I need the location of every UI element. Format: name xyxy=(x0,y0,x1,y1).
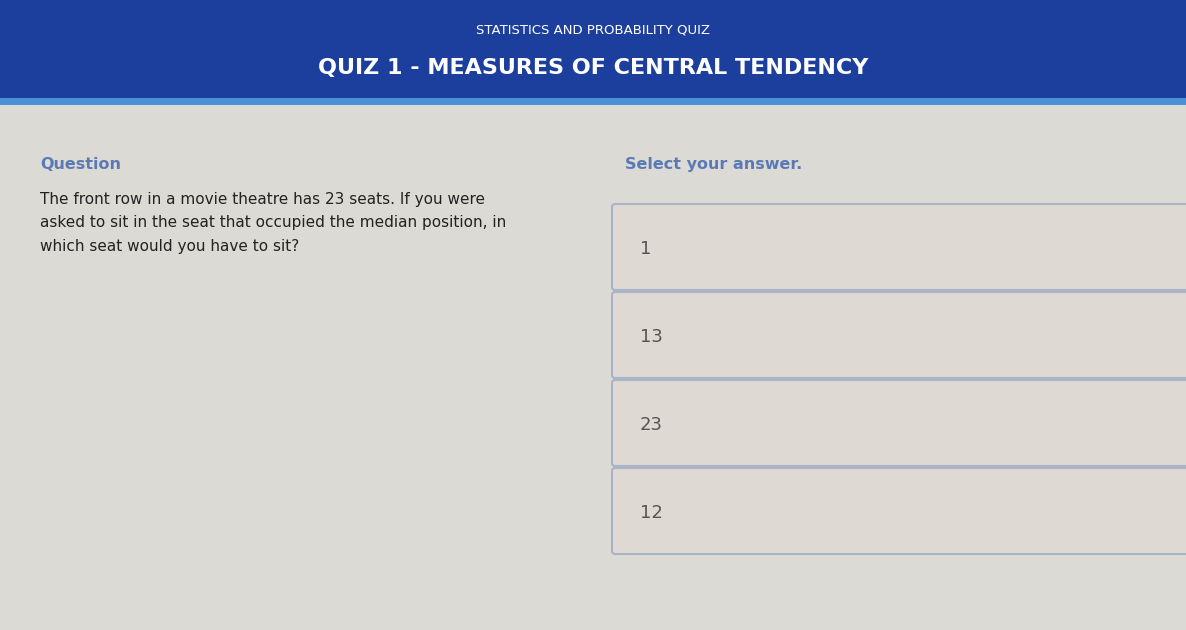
Text: STATISTICS AND PROBABILITY QUIZ: STATISTICS AND PROBABILITY QUIZ xyxy=(476,23,710,37)
FancyBboxPatch shape xyxy=(612,380,1186,466)
Bar xyxy=(0,0,1186,105)
FancyBboxPatch shape xyxy=(612,292,1186,378)
Text: 13: 13 xyxy=(640,328,663,346)
FancyBboxPatch shape xyxy=(612,468,1186,554)
Bar xyxy=(0,112,1186,630)
Text: 12: 12 xyxy=(640,503,663,522)
Text: Question: Question xyxy=(40,157,121,172)
Text: 1: 1 xyxy=(640,239,651,258)
Text: 23: 23 xyxy=(640,416,663,433)
Text: The front row in a movie theatre has 23 seats. If you were
asked to sit in the s: The front row in a movie theatre has 23 … xyxy=(40,192,506,254)
Text: QUIZ 1 - MEASURES OF CENTRAL TENDENCY: QUIZ 1 - MEASURES OF CENTRAL TENDENCY xyxy=(318,58,868,78)
FancyBboxPatch shape xyxy=(612,204,1186,290)
Text: Select your answer.: Select your answer. xyxy=(625,157,802,172)
Bar xyxy=(0,98,1186,105)
